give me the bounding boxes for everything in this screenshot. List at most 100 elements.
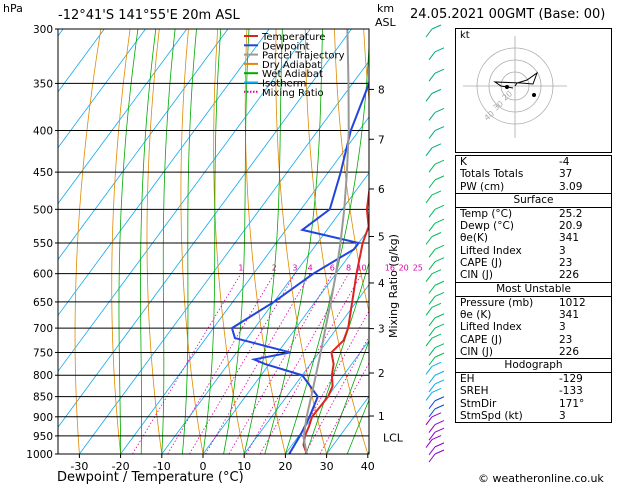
height-tick-label: 6 — [378, 184, 385, 196]
most-unstable-index-label: Lifted Index — [460, 321, 522, 334]
most-unstable-index-value: 23 — [559, 333, 573, 346]
mixing-ratio-value-label: 2 — [272, 264, 277, 273]
general-index-row: Totals Totals 37 — [456, 168, 611, 180]
height-tick-label: 5 — [378, 231, 385, 243]
hodograph-index-value: -133 — [559, 385, 583, 398]
wind-barb-flag — [431, 361, 442, 367]
wind-barb-staff — [428, 453, 436, 463]
most-unstable-index-row: CAPE (J) 23 — [456, 334, 611, 346]
surface-index-value: 226 — [559, 269, 580, 282]
wind-barb-staff — [428, 400, 436, 410]
datetime-label: 24.05.2021 00GMT (Base: 00) — [410, 7, 606, 22]
wind-barb-staff — [425, 365, 433, 375]
most-unstable-index-label: CAPE (J) — [460, 333, 503, 346]
most-unstable-box: Most Unstable Pressure (mb) 1012 θe (K) 341… — [455, 282, 612, 360]
wind-barb-flag — [434, 107, 445, 113]
temperature-tick-label: -10 — [153, 460, 171, 473]
general-indices-box: K -4 Totals Totals 37 PW (cm) 3.09 — [455, 155, 612, 194]
height-tick-label: 7 — [378, 134, 385, 146]
hodograph-unit-label: kt — [460, 30, 470, 41]
indices-table: K -4 Totals Totals 37 PW (cm) 3.09 Surface Te… — [455, 155, 612, 424]
wind-barb-staff — [425, 416, 433, 426]
wind-barb-flag — [434, 218, 445, 224]
wind-barb-staff — [425, 273, 433, 282]
wind-barb-staff — [428, 130, 436, 139]
pressure-tick-label: 550 — [33, 238, 53, 250]
hodograph-index-value: 171° — [559, 397, 585, 410]
wind-barb-staff — [425, 28, 433, 38]
surface-index-value: 25.2 — [559, 207, 583, 220]
most-unstable-index-value: 1012 — [559, 296, 586, 309]
surface-index-row: CIN (J) 226 — [456, 269, 611, 281]
wind-barb-staff — [425, 307, 433, 316]
isotherm-line — [79, 60, 369, 454]
wind-barb-flag — [434, 442, 445, 448]
x-axis-label: Dewpoint / Temperature (°C) — [57, 470, 244, 485]
hodograph-index-label: EH — [460, 373, 475, 386]
temperature-tick-label: -20 — [112, 460, 130, 473]
temperature-tick-label: 40 — [361, 460, 375, 473]
wind-barb-flag — [434, 126, 445, 132]
wind-barb-staff — [428, 209, 436, 218]
surface-index-label: Temp (°C) — [460, 207, 513, 220]
surface-index-label: Dewp (°C) — [460, 220, 514, 233]
wind-barb-flag — [434, 449, 445, 455]
pressure-tick-label: 650 — [33, 297, 53, 309]
surface-index-value: 20.9 — [559, 220, 583, 233]
hodograph-panel: kt 20 30 40 — [455, 28, 612, 153]
wet-adiabat-line — [346, 398, 369, 454]
most-unstable-index-row: Lifted Index 3 — [456, 321, 611, 333]
hodograph-index-label: StmDir — [460, 397, 497, 410]
hodograph-index-value: -129 — [559, 373, 583, 386]
wind-barb-flag — [434, 370, 445, 376]
pressure-unit-label: hPa — [3, 2, 23, 15]
isotherm-line — [58, 29, 311, 372]
wind-barb-flag — [434, 204, 445, 210]
isotherm-line — [243, 284, 369, 454]
most-unstable-index-row: CIN (J) 226 — [456, 346, 611, 358]
wind-barb-flag — [434, 280, 445, 286]
dry-adiabat-line — [74, 29, 102, 454]
mixing-ratio-line — [132, 273, 242, 454]
pressure-tick-label: 700 — [33, 323, 53, 335]
wind-barb-staff — [428, 317, 436, 327]
legend-entry-label: Isotherm — [262, 79, 306, 90]
pressure-tick-label: 400 — [33, 126, 53, 138]
mixing-ratio-value-label: 6 — [330, 264, 335, 273]
copyright-label: © weatheronline.co.uk — [478, 472, 604, 485]
mixing-ratio-value-label: 16 — [385, 264, 395, 273]
surface-indices-box: Surface Temp (°C) 25.2 Dewp (°C) 20.9 θe(K) 3… — [455, 193, 612, 283]
isotherm-line — [58, 29, 229, 261]
surface-index-label: Lifted Index — [460, 244, 522, 257]
hodograph-trace — [493, 71, 539, 89]
wind-barb-staff — [428, 446, 436, 456]
surface-index-label: CAPE (J) — [460, 257, 503, 270]
isotherm-line — [58, 29, 188, 205]
legend-entry-label: Wet Adiabat — [262, 69, 323, 80]
temperature-tick-label: 30 — [320, 460, 334, 473]
pressure-tick-label: 450 — [33, 167, 53, 179]
isotherm-line — [202, 228, 369, 454]
profile-temperature — [302, 185, 369, 454]
mixing-ratio-value-label: 8 — [346, 264, 351, 273]
general-index-value: -4 — [559, 156, 570, 168]
isotherm-line — [58, 29, 146, 149]
wind-barb-flag — [431, 302, 442, 308]
location-title: -12°41'S 141°55'E 20m ASL — [58, 8, 240, 23]
isotherm-line — [58, 29, 64, 37]
mixing-ratio-value-label: 3 — [292, 264, 297, 273]
lcl-label: LCL — [383, 432, 404, 445]
surface-index-row: Temp (°C) 25.2 — [456, 208, 611, 220]
wind-barb-flag — [434, 396, 445, 402]
pressure-tick-label: 900 — [33, 412, 53, 424]
general-index-row: K -4 — [456, 156, 611, 168]
wind-barb-staff — [428, 431, 436, 441]
mixing-ratio-line — [228, 273, 333, 454]
wind-barb-flag — [431, 88, 442, 94]
wind-barb-staff — [428, 163, 436, 173]
mixing-ratio-value-label: 1 — [238, 264, 243, 273]
surface-index-row: θe(K) 341 — [456, 232, 611, 244]
wind-barb-staff — [428, 356, 436, 366]
wind-barb-flag — [434, 379, 445, 385]
pressure-tick-label: 800 — [33, 370, 53, 382]
